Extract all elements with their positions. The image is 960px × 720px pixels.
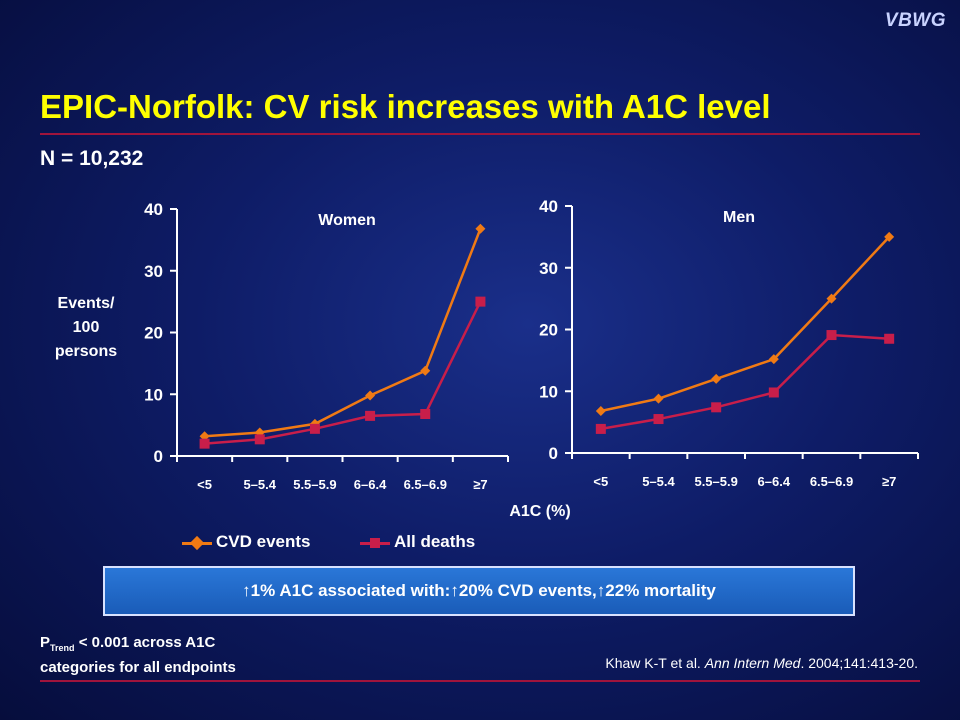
- x-tick-label: <5: [593, 474, 608, 489]
- x-tick-label: 5–5.4: [243, 477, 276, 492]
- y-tick-label: 10: [539, 382, 558, 401]
- p-trend-line-1: PTrend < 0.001 across A1C: [40, 633, 236, 658]
- x-tick-label: 6–6.4: [354, 477, 387, 492]
- x-tick-label: 5–5.4: [642, 474, 675, 489]
- data-point-deaths: [365, 410, 376, 421]
- a1c-line-charts: 0 10 20 30 40 <5 5–5.4 5.5–5.9 6–6.4 6.5–6.9 ≥7 Wom…: [144, 197, 896, 492]
- callout-text-3: 22% mortality: [605, 581, 716, 600]
- x-tick-label: ≥7: [473, 477, 487, 492]
- x-tick-label: 6.5–6.9: [810, 474, 853, 489]
- y-axis-label-line: persons: [54, 343, 118, 360]
- callout-text-2: 20% CVD events,: [458, 581, 597, 600]
- data-point-deaths: [826, 330, 837, 341]
- y-tick-label: 10: [144, 385, 163, 404]
- data-point-deaths: [768, 387, 779, 398]
- callout-text-1: 1% A1C associated with:: [250, 581, 451, 600]
- y-tick-label: 30: [539, 259, 558, 278]
- vbwg-logo: VBWG: [884, 10, 946, 31]
- y-tick-label: 40: [144, 200, 163, 219]
- series-line-cvd: [600, 236, 891, 413]
- title-divider: [40, 133, 920, 135]
- x-tick-label: ≥7: [882, 474, 896, 489]
- citation-journal: Ann Intern Med: [704, 655, 801, 671]
- legend-label-deaths: All deaths: [394, 532, 476, 551]
- p-trend-note: PTrend < 0.001 across A1C categories for…: [40, 633, 236, 677]
- p-trend-line-2: categories for all endpoints: [40, 659, 236, 676]
- data-point-deaths: [309, 423, 320, 434]
- data-point-cvd: [768, 354, 779, 365]
- square-marker-icon: [370, 538, 380, 548]
- panel-title: Men: [723, 209, 755, 226]
- data-point-deaths: [254, 434, 265, 445]
- y-axis-label-line: 100: [72, 319, 100, 336]
- x-tick-label: 6–6.4: [758, 474, 791, 489]
- series-line-deaths: [600, 333, 890, 431]
- y-tick-label: 0: [549, 444, 558, 463]
- citation-authors: Khaw K-T et al.: [605, 655, 705, 671]
- x-tick-label: <5: [197, 477, 212, 492]
- sample-size: N = 10,232: [40, 147, 144, 170]
- data-point-deaths: [884, 333, 895, 344]
- data-point-cvd: [420, 365, 431, 376]
- data-point-cvd: [595, 406, 606, 417]
- y-tick-label: 20: [539, 321, 558, 340]
- data-point-cvd: [365, 390, 376, 401]
- y-tick-label: 0: [154, 447, 163, 466]
- data-point-deaths: [475, 296, 486, 307]
- panel-title: Women: [318, 212, 375, 229]
- data-point-cvd: [653, 393, 664, 404]
- data-point-cvd: [826, 293, 837, 304]
- x-axis-label: A1C (%): [509, 503, 571, 520]
- citation: Khaw K-T et al. Ann Intern Med. 2004;141…: [605, 655, 918, 671]
- up-arrow-icon: ↑: [450, 581, 459, 600]
- footer-divider: [40, 680, 920, 682]
- p-subscript: Trend: [50, 643, 75, 653]
- x-tick-label: 6.5–6.9: [404, 477, 447, 492]
- data-point-deaths: [595, 423, 606, 434]
- y-axis-label-line: Events/: [57, 295, 115, 312]
- data-point-deaths: [653, 414, 664, 425]
- data-point-deaths: [420, 409, 431, 420]
- data-point-deaths: [711, 402, 722, 413]
- up-arrow-icon: ↑: [596, 581, 606, 600]
- legend-label-cvd: CVD events: [216, 532, 311, 551]
- up-arrow-icon: ↑: [242, 581, 251, 600]
- data-point-cvd: [711, 373, 722, 384]
- slide-title: EPIC-Norfolk: CV risk increases with A1C…: [40, 88, 771, 125]
- series-line-deaths: [204, 301, 482, 445]
- series-line-cvd: [204, 228, 482, 438]
- y-tick-label: 20: [144, 324, 163, 343]
- y-axis-label: Events/ 100 persons: [30, 292, 142, 364]
- citation-details: . 2004;141:413-20.: [800, 655, 918, 671]
- p-trend-text: < 0.001 across A1C: [74, 634, 216, 651]
- key-finding-callout: ↑ 1% A1C associated with: ↑ 20% CVD even…: [103, 566, 855, 616]
- y-tick-label: 30: [144, 262, 163, 281]
- p-symbol: P: [40, 634, 51, 651]
- data-point-cvd: [884, 231, 895, 242]
- x-tick-label: 5.5–5.9: [694, 474, 737, 489]
- y-tick-label: 40: [539, 197, 558, 216]
- x-tick-label: 5.5–5.9: [293, 477, 336, 492]
- data-point-deaths: [199, 438, 210, 449]
- data-point-cvd: [475, 223, 486, 234]
